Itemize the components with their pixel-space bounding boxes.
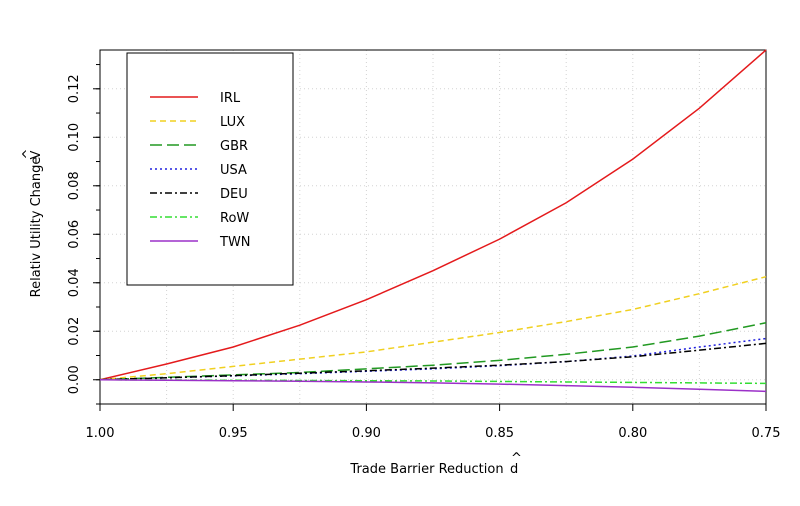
y-tick-label: 0.12 bbox=[67, 74, 82, 103]
y-axis-title: Relativ Utility Change bbox=[29, 157, 44, 298]
series-line-usa bbox=[99, 337, 767, 381]
legend-label-row: RoW bbox=[220, 211, 249, 226]
legend-label-deu: DEU bbox=[220, 187, 248, 202]
x-axis: 1.00 0.95 0.90 0.85 0.80 0.75 bbox=[86, 404, 781, 441]
series-lines bbox=[99, 49, 767, 393]
legend: IRL LUX GBR USA DEU RoW TWN bbox=[126, 52, 294, 286]
x-axis-hat-symbol: d bbox=[510, 462, 518, 477]
series-line-deu bbox=[99, 342, 767, 381]
y-axis: 0.00 0.02 0.04 0.06 0.08 0.10 0.12 bbox=[67, 64, 100, 405]
x-tick-label: 0.95 bbox=[219, 426, 248, 441]
series-line-irl bbox=[99, 49, 767, 381]
x-axis-title: Trade Barrier Reduction bbox=[349, 462, 503, 477]
series-line-twn bbox=[99, 379, 767, 393]
y-tick-label: 0.04 bbox=[67, 268, 82, 297]
y-tick-label: 0.08 bbox=[67, 171, 82, 200]
y-tick-label: 0.06 bbox=[67, 220, 82, 249]
legend-label-usa: USA bbox=[220, 163, 247, 178]
legend-label-lux: LUX bbox=[220, 115, 245, 130]
plot-frame bbox=[99, 49, 767, 405]
x-axis-title-symbol: d ^ bbox=[510, 451, 522, 477]
legend-box bbox=[126, 52, 294, 286]
y-tick-label: 0.02 bbox=[67, 317, 82, 346]
legend-label-gbr: GBR bbox=[220, 139, 248, 154]
x-tick-label: 1.00 bbox=[86, 426, 115, 441]
x-axis-hat-mark: ^ bbox=[511, 451, 522, 466]
legend-label-twn: TWN bbox=[219, 235, 251, 250]
y-tick-label: 0.10 bbox=[67, 123, 82, 152]
y-axis-hat-symbol: V bbox=[29, 150, 44, 159]
x-tick-label: 0.90 bbox=[352, 426, 381, 441]
x-tick-label: 0.75 bbox=[752, 426, 781, 441]
x-tick-label: 0.80 bbox=[618, 426, 647, 441]
legend-label-irl: IRL bbox=[220, 91, 241, 106]
y-tick-label: 0.00 bbox=[67, 365, 82, 394]
y-axis-hat-mark: ^ bbox=[21, 149, 36, 160]
series-line-lux bbox=[99, 275, 767, 381]
x-tick-label: 0.85 bbox=[485, 426, 514, 441]
